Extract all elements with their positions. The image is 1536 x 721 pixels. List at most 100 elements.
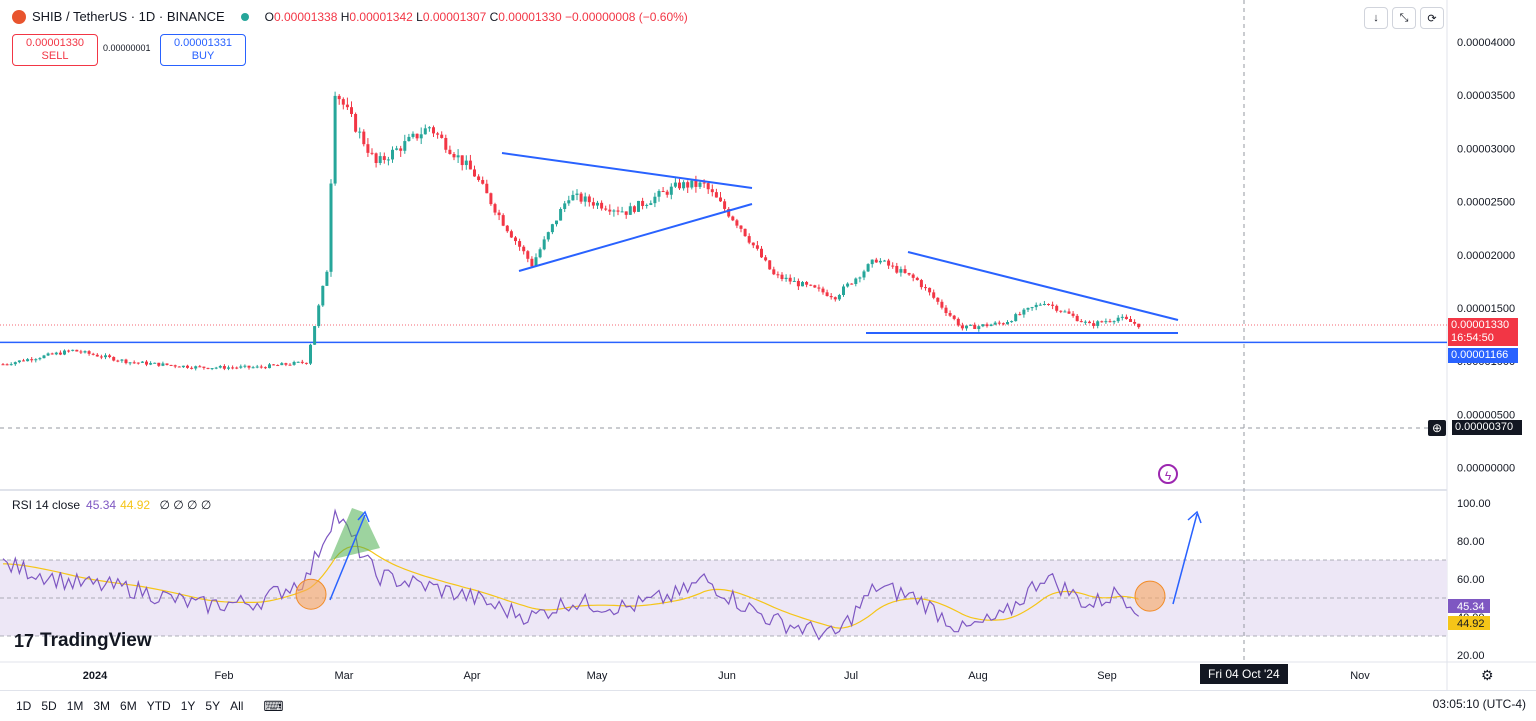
candle-body	[1022, 309, 1026, 315]
candle-body	[173, 365, 177, 367]
candle-body	[411, 133, 415, 137]
candle-body	[108, 355, 112, 358]
candle-body	[1026, 307, 1030, 310]
symbol-title[interactable]: SHIB / TetherUS · 1D · BINANCE	[32, 9, 225, 24]
candle-body	[206, 367, 210, 369]
candle-body	[436, 133, 440, 135]
range-6m[interactable]: 6M	[120, 699, 137, 713]
candle-body	[518, 241, 522, 247]
candle-body	[903, 269, 907, 273]
candle-body	[325, 271, 329, 286]
candle-body	[928, 287, 932, 293]
refresh-icon[interactable]: ⟳	[1420, 7, 1444, 29]
candle-body	[54, 352, 58, 355]
candle-body	[854, 278, 858, 284]
range-3m[interactable]: 3M	[93, 699, 111, 713]
time-tick-label: Apr	[463, 670, 480, 682]
candle-body	[891, 265, 895, 267]
candle-body	[468, 160, 472, 170]
candle-body	[739, 225, 743, 229]
candle-body	[1067, 311, 1071, 314]
range-1m[interactable]: 1M	[66, 699, 84, 713]
date-range-icon[interactable]: ⌨	[263, 697, 284, 714]
time-tick-label: Nov	[1350, 670, 1370, 682]
candle-body	[362, 131, 366, 145]
candle-body	[304, 362, 308, 364]
candle-body	[497, 212, 501, 216]
candle-body	[395, 148, 399, 150]
settings-gear-icon[interactable]: ⚙	[1481, 667, 1494, 683]
candle-body	[956, 318, 960, 326]
price-tick-label: 0.00002000	[1457, 250, 1515, 262]
chart-controls: ↓ ⤡ ⟳	[1364, 7, 1444, 29]
candle-body	[26, 359, 30, 362]
tradingview-logo: 17 TradingView	[14, 630, 152, 651]
candle-body	[784, 277, 788, 279]
clock[interactable]: 03:05:10 (UTC-4)	[1432, 697, 1526, 711]
add-alert-icon[interactable]: ⊕	[1428, 420, 1446, 436]
candle-body	[136, 362, 140, 364]
collapse-icon[interactable]: ↓	[1364, 7, 1388, 29]
candle-body	[1088, 321, 1091, 324]
candle-body	[969, 324, 973, 326]
candle-body	[583, 196, 587, 202]
crosshair-date-label: Fri 04 Oct '24	[1200, 664, 1288, 684]
candle-body	[140, 361, 144, 363]
candle-body	[370, 152, 374, 154]
candle-body	[522, 246, 526, 252]
candle-body	[313, 326, 317, 345]
range-1d[interactable]: 1D	[16, 699, 32, 713]
candle-body	[391, 149, 394, 160]
range-5y[interactable]: 5Y	[205, 699, 221, 713]
candle-body	[477, 176, 481, 181]
candle-body	[1038, 304, 1042, 306]
candle-body	[604, 208, 608, 210]
candle-body	[243, 365, 247, 367]
candle-body	[317, 305, 321, 327]
candle-body	[120, 359, 124, 361]
candle-body	[38, 358, 42, 360]
candle-body	[1083, 321, 1087, 323]
candle-body	[149, 363, 153, 365]
candle-body	[259, 366, 263, 368]
crosshair-price-label: 0.00000370	[1452, 420, 1522, 435]
range-1y[interactable]: 1Y	[180, 699, 196, 713]
candle-body	[128, 362, 132, 364]
candle-body	[112, 357, 116, 361]
candle-body	[505, 225, 509, 232]
range-ytd[interactable]: YTD	[146, 699, 171, 713]
candle-body	[989, 324, 993, 327]
candle-body	[563, 203, 567, 210]
candle-body	[63, 350, 66, 355]
candle-body	[555, 220, 558, 225]
trendline	[907, 251, 1179, 321]
candle-body	[530, 258, 534, 267]
rsi-legend[interactable]: RSI 14 close 45.34 44.92 ∅ ∅ ∅ ∅	[12, 498, 212, 512]
candle-body	[694, 180, 698, 187]
rsi-tick-label: 100.00	[1457, 498, 1491, 510]
candle-body	[915, 277, 919, 281]
range-all[interactable]: All	[230, 699, 244, 713]
candle-body	[735, 220, 739, 226]
candle-body	[907, 272, 911, 275]
candle-body	[817, 287, 821, 289]
candle-body	[612, 210, 616, 212]
lightning-icon[interactable]: ϟ	[1158, 464, 1178, 484]
fullscreen-icon[interactable]: ⤡	[1392, 7, 1416, 29]
rsi-ma-tag-text: 44.92	[1457, 618, 1485, 630]
shib-coin-icon	[12, 9, 26, 24]
candle-body	[788, 277, 792, 282]
buy-button[interactable]: 0.00001331 BUY	[160, 34, 246, 66]
candle-body	[993, 322, 997, 325]
candle-body	[751, 242, 755, 246]
rsi-arrowhead	[1187, 510, 1202, 524]
candle-body	[17, 360, 21, 363]
candle-body	[1104, 321, 1108, 323]
candle-body	[842, 286, 845, 295]
sell-button[interactable]: 0.00001330 SELL	[12, 34, 98, 66]
candle-body	[792, 280, 796, 282]
rsi-tick-label: 60.00	[1457, 574, 1485, 586]
range-5d[interactable]: 5D	[41, 699, 57, 713]
candle-body	[1133, 322, 1137, 324]
